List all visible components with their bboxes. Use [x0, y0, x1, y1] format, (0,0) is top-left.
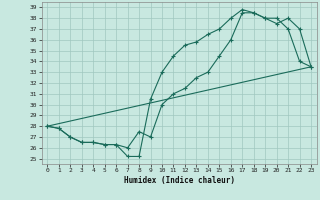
X-axis label: Humidex (Indice chaleur): Humidex (Indice chaleur) [124, 176, 235, 185]
